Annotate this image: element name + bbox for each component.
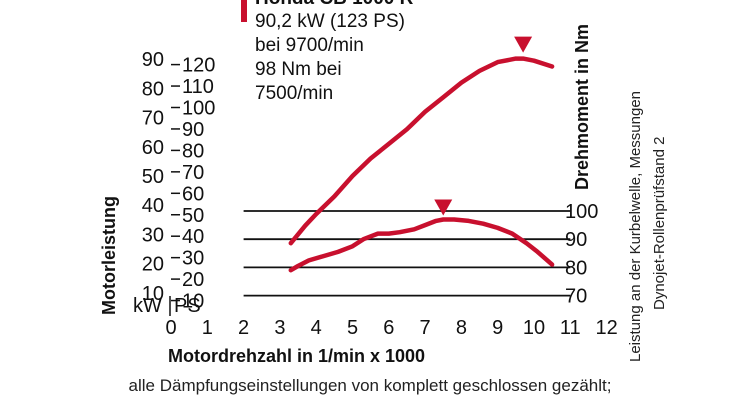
legend-line-4: 7500/min (255, 83, 333, 104)
y-ps-tick-label: 110 (182, 76, 214, 98)
y-axis-kw-ticks: 10 20 30 40 50 60 70 80 90 (142, 49, 164, 305)
peak-marker-torque (434, 199, 453, 216)
legend-title: Honda CB 1000 R (255, 0, 414, 9)
y-axis-torque-ticks: 70 80 90 100 (565, 201, 598, 308)
y-torque-tick-label: 80 (565, 257, 587, 279)
y-torque-tick-label: 100 (565, 201, 598, 223)
x-tick-label: 11 (560, 317, 581, 339)
y-ps-tick-label: 40 (182, 226, 204, 248)
y-torque-tick-label: 70 (565, 286, 587, 308)
unit-ps: PS (174, 295, 201, 317)
y-ps-tick-label: 50 (182, 205, 204, 227)
y-kw-tick-label: 30 (142, 224, 164, 246)
x-tick-label: 4 (311, 317, 322, 339)
x-tick-label: 5 (347, 317, 358, 339)
y-ps-tick-label: 120 (182, 55, 215, 77)
peak-marker-power (514, 36, 533, 53)
y-kw-tick-label: 40 (142, 195, 164, 217)
caption: alle Dämpfungseinstellungen von komplett… (128, 376, 612, 395)
x-tick-label: 7 (420, 317, 431, 339)
y-ps-tick-label: 70 (182, 162, 204, 184)
y-kw-tick-label: 70 (142, 108, 164, 130)
x-tick-label: 6 (383, 317, 394, 339)
torque-curve (288, 217, 555, 273)
power-curve (288, 56, 555, 246)
peak-markers (434, 36, 533, 216)
y-kw-tick-label: 90 (142, 49, 164, 71)
torque-grid (243, 210, 571, 297)
legend-line-1: 90,2 kW (123 PS) (255, 11, 405, 32)
y-torque-tick-label: 90 (565, 229, 587, 251)
y-kw-tick-label: 20 (142, 254, 164, 276)
legend-line-3: 98 Nm bei (255, 59, 342, 80)
y-ps-tick-label: 60 (182, 183, 204, 205)
x-tick-label: 3 (274, 317, 285, 339)
series-lines (288, 56, 555, 273)
y-ps-tick-label: 30 (182, 248, 204, 270)
y-kw-tick-label: 80 (142, 78, 164, 100)
x-tick-label: 12 (595, 317, 617, 339)
y-kw-tick-label: 10 (142, 283, 164, 305)
y-kw-tick-label: 60 (142, 137, 164, 159)
x-axis-ticks: 0 1 2 3 4 5 6 7 8 9 10 11 12 (165, 317, 617, 339)
x-tick-label: 9 (492, 317, 503, 339)
unit-kw: kW (133, 295, 162, 317)
y-axis-left-title: Motorleistung (99, 196, 119, 315)
y-ps-tick-label: 80 (182, 140, 204, 162)
legend-line-2: bei 9700/min (255, 35, 364, 56)
x-tick-label: 1 (202, 317, 213, 339)
side-note-line-1: Leistung an der Kurbelwelle, Messungen (627, 91, 644, 362)
y-axis-right-title: Drehmoment in Nm (572, 24, 592, 190)
y-ps-tick-label: 90 (182, 119, 204, 141)
y-ps-tick-label: 20 (182, 269, 204, 291)
x-tick-label: 2 (238, 317, 249, 339)
x-tick-label: 8 (456, 317, 467, 339)
y-ps-tick-label: 10 (182, 291, 204, 313)
x-axis-title: Motordrehzahl in 1/min x 1000 (168, 346, 425, 366)
side-note-line-2: Dynojet-Rollenprüfstand 2 (651, 137, 668, 310)
legend-color-bar (241, 0, 247, 22)
x-tick-label: 0 (165, 317, 176, 339)
x-tick-label: 10 (523, 317, 545, 339)
y-ps-tick-label: 100 (182, 98, 215, 120)
y-kw-tick-label: 50 (142, 166, 164, 188)
